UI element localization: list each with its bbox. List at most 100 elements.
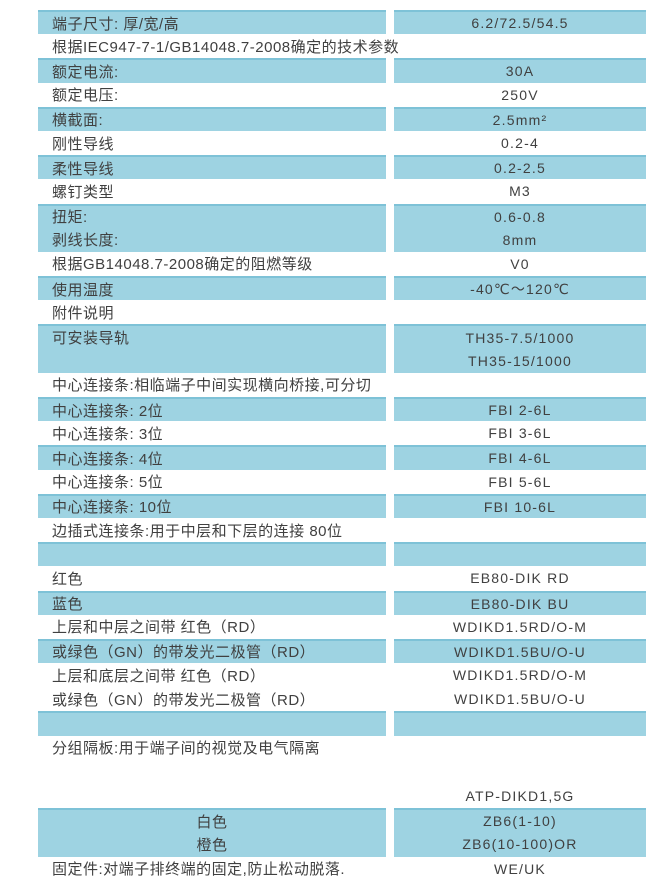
parameter-value	[394, 542, 646, 567]
table-row: 可安装导轨 TH35-7.5/1000	[0, 324, 650, 349]
table-row: 附件说明	[0, 300, 650, 324]
parameter-label: 或绿色（GN）的带发光二极管（RD）	[52, 691, 316, 709]
parameter-value: 250V	[501, 86, 539, 103]
parameter-label: 中心连接条: 10位	[38, 493, 386, 518]
table-row: 使用温度 -40℃～120℃	[0, 276, 650, 301]
parameter-value: V0	[510, 255, 530, 272]
parameter-label: 边插式连接条:用于中层和下层的连接 80位	[52, 522, 343, 540]
parameter-label: 中心连接条: 5位	[52, 474, 164, 492]
parameter-label	[38, 760, 386, 784]
parameter-label: 中心连接条: 4位	[38, 445, 386, 470]
parameter-value	[394, 736, 646, 760]
table-row: 端子尺寸: 厚/宽/高 6.2/72.5/54.5	[0, 10, 650, 35]
parameter-value	[394, 711, 646, 736]
parameter-label: 附件说明	[52, 304, 115, 322]
table-row: 根据GB14048.7-2008确定的阻燃等级 V0	[0, 252, 650, 276]
parameter-label: 中心连接条: 2位	[38, 397, 386, 422]
parameter-label: 橙色	[38, 832, 386, 857]
table-row: 上层和底层之间带 红色（RD） WDIKD1.5RD/O-M	[0, 663, 650, 687]
table-row: TH35-15/1000	[0, 348, 650, 373]
parameter-value: FBI 2-6L	[394, 397, 646, 422]
table-row: 或绿色（GN）的带发光二极管（RD） WDIKD1.5BU/O-U	[0, 687, 650, 711]
table-row: 蓝色 EB80-DIK BU	[0, 590, 650, 615]
parameter-value: ZB6(10-100)OR	[394, 832, 646, 857]
table-row: 固定件:对端子排终端的固定,防止松动脱落. WE/UK	[0, 857, 650, 881]
parameter-label: 扭矩:	[38, 203, 386, 228]
table-row: 中心连接条: 2位 FBI 2-6L	[0, 397, 650, 422]
parameter-label: 上层和中层之间带 红色（RD）	[52, 619, 266, 637]
parameter-label: 剥线长度:	[38, 227, 386, 252]
parameter-value: -40℃～120℃	[394, 276, 646, 301]
parameter-value: 2.5mm²	[394, 106, 646, 131]
parameter-value	[394, 760, 646, 784]
parameter-label: 横截面:	[38, 106, 386, 131]
table-row: 柔性导线 0.2-2.5	[0, 155, 650, 180]
parameter-label: 额定电压:	[52, 87, 119, 105]
parameter-value: 0.6-0.8	[394, 203, 646, 228]
parameter-label: 中心连接条: 3位	[52, 425, 164, 443]
table-row: 或绿色（GN）的带发光二极管（RD） WDIKD1.5BU/O-U	[0, 638, 650, 664]
table-row: 上层和中层之间带 红色（RD） WDIKD1.5RD/O-M	[0, 615, 650, 639]
parameter-label	[38, 711, 386, 736]
parameter-value	[394, 300, 646, 324]
parameter-value: WDIKD1.5RD/O-M	[452, 667, 588, 684]
parameter-value: M3	[509, 183, 531, 200]
parameter-label: 根据IEC947-7-1/GB14048.7-2008确定的技术参数	[52, 38, 400, 56]
parameter-value: WDIKD1.5RD/O-M	[452, 618, 588, 635]
parameter-value: 6.2/72.5/54.5	[394, 10, 646, 35]
table-row	[0, 711, 650, 736]
parameter-value: FBI 3-6L	[488, 425, 552, 442]
parameter-label: 螺钉类型	[52, 183, 115, 201]
table-row: 中心连接条: 4位 FBI 4-6L	[0, 445, 650, 470]
table-row: 刚性导线 0.2-4	[0, 131, 650, 155]
parameter-label: 白色	[38, 808, 386, 833]
parameter-value: EB80-DIK BU	[394, 590, 646, 615]
parameter-label: 红色	[52, 570, 84, 588]
parameter-label: 中心连接条:相临端子中间实现横向桥接,可分切	[52, 377, 372, 395]
parameter-value: ATP-DIKD1,5G	[465, 788, 575, 805]
parameter-label: 可安装导轨	[38, 324, 386, 349]
table-row: 中心连接条:相临端子中间实现横向桥接,可分切	[0, 373, 650, 397]
parameter-label	[38, 784, 386, 808]
parameter-label: 柔性导线	[38, 155, 386, 180]
parameter-label: 固定件:对端子排终端的固定,防止松动脱落.	[52, 861, 346, 879]
table-row: 扭矩: 0.6-0.8	[0, 203, 650, 228]
parameter-value: FBI 5-6L	[488, 473, 552, 490]
parameter-label	[38, 348, 386, 373]
parameter-value: 8mm	[394, 227, 646, 252]
table-row: ATP-DIKD1,5G	[0, 784, 650, 808]
table-row: 额定电流: 30A	[0, 58, 650, 83]
parameter-label: 上层和底层之间带 红色（RD）	[52, 667, 266, 685]
parameter-value: WE/UK	[494, 860, 546, 877]
table-row: 横截面: 2.5mm²	[0, 106, 650, 131]
parameter-value: TH35-15/1000	[394, 348, 646, 373]
parameter-value: WDIKD1.5BU/O-U	[454, 691, 586, 708]
table-row: 橙色 ZB6(10-100)OR	[0, 832, 650, 857]
parameter-label: 额定电流:	[38, 58, 386, 83]
table-row: 根据IEC947-7-1/GB14048.7-2008确定的技术参数	[0, 34, 650, 58]
parameter-label: 分组隔板:用于端子间的视觉及电气隔离	[52, 740, 321, 758]
parameter-value	[394, 373, 646, 397]
table-row	[0, 542, 650, 567]
table-row: 额定电压: 250V	[0, 83, 650, 107]
parameter-value: FBI 4-6L	[394, 445, 646, 470]
parameter-label: 或绿色（GN）的带发光二极管（RD）	[38, 638, 386, 664]
parameter-label: 端子尺寸: 厚/宽/高	[38, 10, 386, 35]
parameter-value: TH35-7.5/1000	[394, 324, 646, 349]
table-row	[0, 760, 650, 784]
parameter-value	[394, 518, 646, 542]
parameter-label: 蓝色	[38, 590, 386, 615]
parameter-label	[38, 542, 386, 567]
parameter-value	[394, 34, 646, 58]
parameter-label: 刚性导线	[52, 135, 115, 153]
parameter-value: 30A	[394, 58, 646, 83]
table-row: 中心连接条: 10位 FBI 10-6L	[0, 493, 650, 518]
table-row: 中心连接条: 3位 FBI 3-6L	[0, 421, 650, 445]
parameter-label: 使用温度	[38, 276, 386, 301]
table-row: 红色 EB80-DIK RD	[0, 566, 650, 590]
parameter-value: 0.2-4	[501, 135, 539, 152]
table-row: 分组隔板:用于端子间的视觉及电气隔离	[0, 736, 650, 760]
parameter-value: WDIKD1.5BU/O-U	[394, 638, 646, 664]
parameter-value: ZB6(1-10)	[394, 808, 646, 833]
